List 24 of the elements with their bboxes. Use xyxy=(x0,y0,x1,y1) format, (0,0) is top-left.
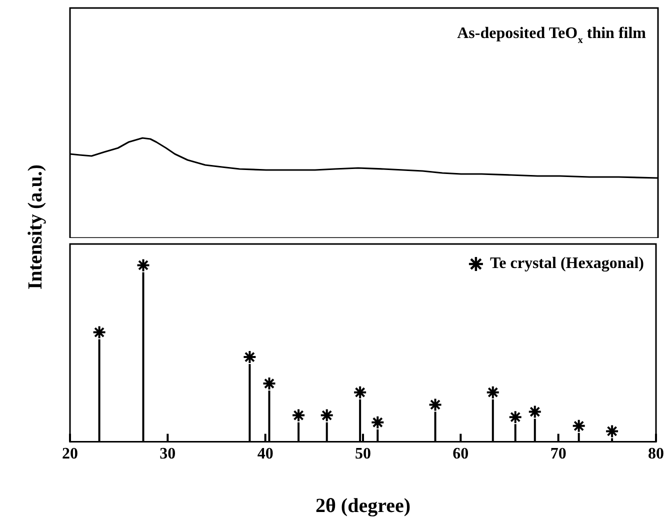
point xyxy=(242,350,257,364)
point xyxy=(528,404,542,419)
point xyxy=(572,418,586,433)
legend-label: Te crystal (Hexagonal) xyxy=(490,255,644,272)
point xyxy=(508,410,522,424)
x-tick-label: 20 xyxy=(62,446,78,463)
point xyxy=(292,408,306,422)
x-tick-label: 60 xyxy=(452,446,469,463)
point xyxy=(486,385,500,400)
point xyxy=(92,325,106,340)
x-tick-label: 40 xyxy=(257,446,274,463)
point xyxy=(136,258,150,272)
x-tick-label: 50 xyxy=(355,446,371,463)
point xyxy=(262,376,276,391)
point xyxy=(605,424,620,438)
y-axis-title: Intensity (a.u.) xyxy=(24,164,48,290)
point xyxy=(320,408,334,422)
point xyxy=(428,398,442,412)
x-tick-label: 30 xyxy=(160,446,176,463)
x-axis-title: 2θ (degree) xyxy=(315,495,411,518)
x-tick-label: 80 xyxy=(648,446,664,463)
point xyxy=(353,385,368,400)
x-tick-label: 70 xyxy=(550,446,566,463)
point xyxy=(370,415,385,430)
